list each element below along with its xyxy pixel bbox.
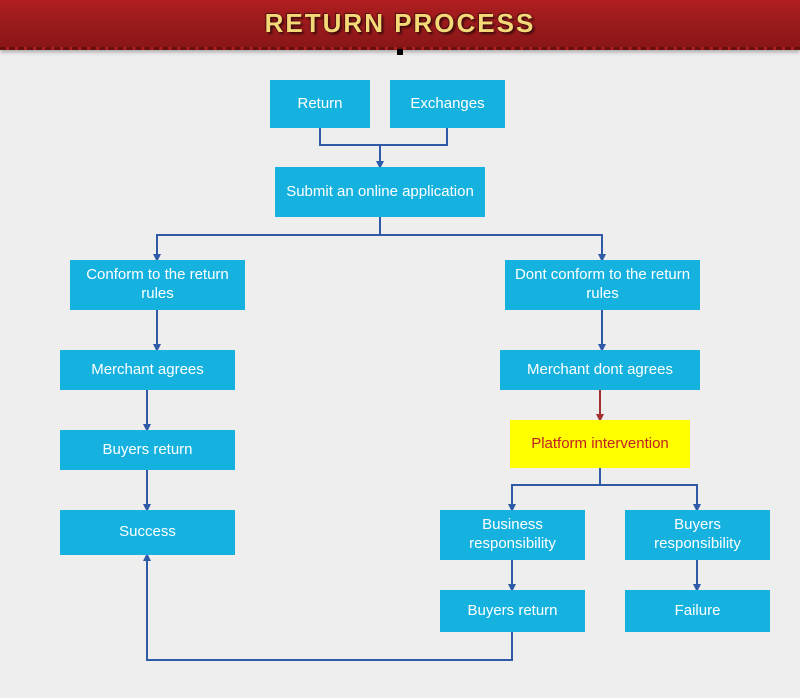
- flowchart-node-buyresp: Buyers responsibility: [625, 510, 770, 560]
- flowchart-canvas: Return Exchanges Submit an online applicat…: [0, 50, 800, 698]
- flowchart-node-buyersreturn2: Buyers return: [440, 590, 585, 632]
- flowchart-node-buyersreturn1: Buyers return: [60, 430, 235, 470]
- flowchart-node-submit: Submit an online application: [275, 167, 485, 217]
- edge-return-submit: [320, 128, 380, 167]
- header-banner: RETURN PROCESS: [0, 0, 800, 50]
- edge-submit-conform: [157, 217, 380, 260]
- flowchart-node-magrees: Merchant agrees: [60, 350, 235, 390]
- flowchart-node-return: Return: [270, 80, 370, 128]
- edge-platform-buyresp: [600, 485, 697, 510]
- flowchart-node-failure: Failure: [625, 590, 770, 632]
- flowchart-node-exchanges: Exchanges: [390, 80, 505, 128]
- flowchart-node-dontconform: Dont conform to the return rules: [505, 260, 700, 310]
- flowchart-node-mdagrees: Merchant dont agrees: [500, 350, 700, 390]
- edge-exchanges-submit: [380, 128, 447, 145]
- edge-platform-bizresp: [512, 468, 600, 510]
- flowchart-node-platform: Platform intervention: [510, 420, 690, 468]
- flowchart-node-bizresp: Business responsibility: [440, 510, 585, 560]
- flowchart-node-success: Success: [60, 510, 235, 555]
- edge-submit-dontconform: [380, 235, 602, 260]
- flowchart-node-conform: Conform to the return rules: [70, 260, 245, 310]
- header-title: RETURN PROCESS: [265, 8, 536, 39]
